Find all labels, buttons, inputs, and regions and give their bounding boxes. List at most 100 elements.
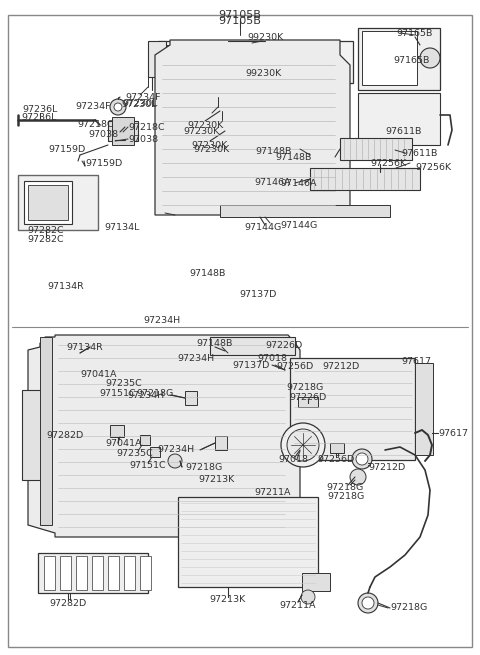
Text: 97018: 97018 xyxy=(278,455,308,464)
Bar xyxy=(415,363,433,455)
Text: 97151C: 97151C xyxy=(130,460,166,470)
Bar xyxy=(92,556,103,590)
Text: 97146A: 97146A xyxy=(254,178,291,187)
Text: 97105B: 97105B xyxy=(218,16,262,26)
Bar xyxy=(38,553,148,593)
Text: 97148B: 97148B xyxy=(275,153,312,162)
Circle shape xyxy=(352,449,372,469)
Text: 97018: 97018 xyxy=(258,354,288,364)
Bar xyxy=(220,205,390,217)
Text: 97211A: 97211A xyxy=(280,601,316,610)
Bar xyxy=(112,117,134,145)
Text: 99230K: 99230K xyxy=(247,33,283,41)
Bar xyxy=(158,41,353,83)
Text: 97134R: 97134R xyxy=(66,343,103,352)
Text: 97212D: 97212D xyxy=(322,362,360,371)
Text: 97134R: 97134R xyxy=(48,282,84,291)
Bar xyxy=(235,45,295,79)
Circle shape xyxy=(350,469,366,485)
Polygon shape xyxy=(155,40,350,215)
Circle shape xyxy=(287,429,319,461)
Text: 97256K: 97256K xyxy=(371,159,407,168)
Text: 97218G: 97218G xyxy=(327,492,364,501)
Bar xyxy=(18,175,98,230)
Text: 97236L: 97236L xyxy=(22,113,57,122)
Bar xyxy=(330,443,344,453)
Text: 97165B: 97165B xyxy=(397,29,433,37)
Text: 97212D: 97212D xyxy=(368,462,405,472)
Bar xyxy=(60,556,71,590)
Bar xyxy=(178,497,318,587)
Bar xyxy=(110,425,124,437)
Bar xyxy=(362,31,417,85)
Text: 97137D: 97137D xyxy=(240,290,277,299)
Text: 97235C: 97235C xyxy=(106,379,142,388)
Text: 97218G: 97218G xyxy=(286,383,324,392)
Bar xyxy=(358,28,440,90)
Text: 97211A: 97211A xyxy=(254,488,291,497)
Text: 97236L: 97236L xyxy=(22,105,58,115)
Circle shape xyxy=(110,99,126,115)
Text: 97165B: 97165B xyxy=(394,56,430,65)
Bar xyxy=(358,93,440,145)
Text: 97282D: 97282D xyxy=(49,599,86,607)
Text: 97617: 97617 xyxy=(402,357,432,366)
Text: 97256D: 97256D xyxy=(276,362,314,371)
Text: 97038: 97038 xyxy=(128,136,158,145)
Text: 97213K: 97213K xyxy=(210,595,246,605)
Text: 97234H: 97234H xyxy=(128,390,165,400)
Bar xyxy=(290,358,415,460)
Bar xyxy=(310,168,420,190)
Circle shape xyxy=(281,423,325,467)
Text: 97218G: 97218G xyxy=(326,483,364,491)
Text: 97144G: 97144G xyxy=(280,221,317,229)
Text: 97230K: 97230K xyxy=(193,145,229,154)
Bar xyxy=(140,556,151,590)
Text: 97611B: 97611B xyxy=(385,126,421,136)
Circle shape xyxy=(301,590,315,604)
Circle shape xyxy=(358,593,378,613)
Bar xyxy=(302,573,330,591)
Text: 97230K: 97230K xyxy=(183,126,220,136)
Bar xyxy=(108,121,138,141)
Text: 97148B: 97148B xyxy=(255,147,292,157)
Text: 97282C: 97282C xyxy=(28,236,64,244)
Text: 97230L: 97230L xyxy=(121,100,157,109)
Circle shape xyxy=(362,597,374,609)
Bar xyxy=(108,556,119,590)
Text: 97148B: 97148B xyxy=(197,339,233,348)
Bar xyxy=(150,447,160,457)
Text: 97105B: 97105B xyxy=(218,10,262,20)
Text: 97218G: 97218G xyxy=(185,462,222,472)
Text: 97230K: 97230K xyxy=(187,121,223,130)
Text: 97041A: 97041A xyxy=(80,370,117,379)
Circle shape xyxy=(168,454,182,468)
Text: 97234F: 97234F xyxy=(125,92,160,102)
Text: 97282C: 97282C xyxy=(27,226,64,235)
Text: 97256D: 97256D xyxy=(317,455,355,464)
Text: 97218C: 97218C xyxy=(78,120,114,129)
Text: 97234H: 97234H xyxy=(177,354,215,364)
Text: 99230K: 99230K xyxy=(245,69,281,78)
Bar xyxy=(140,435,150,445)
Text: 97235C: 97235C xyxy=(117,449,154,457)
Bar xyxy=(210,337,295,355)
Bar xyxy=(44,556,55,590)
Polygon shape xyxy=(28,335,300,537)
Bar xyxy=(298,397,318,407)
Text: 97230L: 97230L xyxy=(122,98,158,107)
Bar xyxy=(218,41,236,95)
Bar xyxy=(124,556,135,590)
Bar xyxy=(28,185,68,220)
Text: 97159D: 97159D xyxy=(85,159,122,168)
Text: 97038: 97038 xyxy=(88,130,118,139)
Text: 97611B: 97611B xyxy=(402,149,438,157)
Text: 97226D: 97226D xyxy=(289,392,326,402)
Text: 97137D: 97137D xyxy=(233,360,270,369)
Text: 97041A: 97041A xyxy=(105,438,142,447)
Circle shape xyxy=(114,103,122,111)
Text: 97146A: 97146A xyxy=(280,179,316,187)
Bar xyxy=(185,391,197,405)
Circle shape xyxy=(356,453,368,465)
Text: 97256K: 97256K xyxy=(415,164,451,172)
